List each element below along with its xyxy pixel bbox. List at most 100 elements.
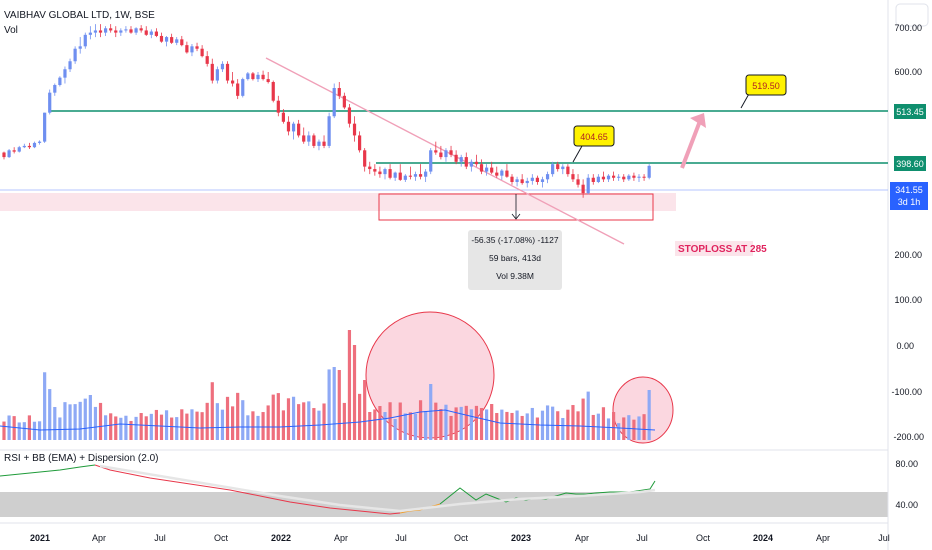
candle-body: [2, 152, 6, 158]
candle-body: [520, 179, 524, 184]
volume-bar: [368, 412, 372, 440]
candle-body: [251, 73, 255, 80]
candle-body: [98, 30, 103, 33]
candle-body: [83, 34, 87, 47]
volume-bar: [134, 416, 138, 440]
candle-body: [114, 30, 118, 33]
candle-body: [510, 176, 514, 182]
candle-body: [175, 39, 179, 43]
level-tag-upper[interactable]: [894, 104, 926, 119]
time-tick: Oct: [696, 533, 711, 543]
candle-body: [378, 171, 382, 175]
volume-bar: [297, 404, 301, 440]
candle-body: [551, 164, 555, 175]
callout-label-1: 404.65: [580, 132, 608, 142]
volume-bar: [535, 417, 539, 440]
candle-body: [291, 123, 296, 132]
candle-body: [63, 69, 67, 78]
volume-bar: [474, 405, 479, 440]
candle-body: [485, 167, 489, 172]
candle-body: [434, 150, 438, 153]
volume-bar: [322, 403, 326, 440]
candle-body: [388, 169, 392, 178]
time-tick: Jul: [878, 533, 890, 543]
volume-bar: [286, 398, 291, 440]
candle-body: [444, 150, 448, 158]
volume-bar: [139, 413, 143, 440]
volume-bar: [327, 369, 331, 440]
candle-body: [601, 176, 606, 180]
volume-bar: [149, 413, 153, 440]
candle-body: [647, 165, 651, 178]
volume-bar: [291, 396, 296, 440]
volume-bar: [302, 402, 306, 440]
candle-body: [373, 169, 377, 172]
volume-bar: [261, 412, 265, 440]
candle-body: [144, 30, 148, 35]
volume-bar: [464, 405, 468, 440]
volume-bar: [37, 421, 42, 440]
time-tick: Jul: [636, 533, 648, 543]
volume-bar: [561, 418, 565, 440]
candle-body: [281, 112, 285, 122]
volume-bar: [88, 395, 92, 440]
candle-body: [596, 176, 600, 182]
candle-body: [256, 74, 260, 80]
volume-bar: [236, 392, 240, 440]
last-price-tag[interactable]: [890, 182, 928, 210]
candle-body: [266, 79, 270, 83]
candle-body: [104, 28, 108, 33]
volume-bar: [647, 390, 651, 440]
measure-tooltip: [468, 230, 562, 290]
volume-bar: [119, 417, 123, 440]
candle-body: [286, 121, 291, 132]
volume-bar: [617, 423, 621, 440]
volume-bar: [571, 405, 575, 440]
candle-body: [205, 56, 209, 64]
volume-bar: [12, 416, 16, 440]
candle-body: [68, 61, 72, 70]
candlestick-series: [2, 24, 651, 198]
volume-bar: [337, 370, 341, 440]
candle-body: [606, 175, 611, 180]
candle-body: [43, 112, 47, 142]
time-tick: Jul: [154, 533, 166, 543]
volume-bar: [78, 401, 82, 440]
rsi-bb-basis: [99, 464, 656, 513]
candle-body: [424, 171, 428, 177]
rsi-tick: 80.00: [895, 459, 918, 469]
candle-body: [449, 150, 453, 155]
candle-body: [119, 30, 123, 33]
time-tick: Apr: [334, 533, 348, 543]
volume-bar: [479, 408, 484, 440]
volume-bar: [358, 393, 362, 440]
volume-bar: [332, 367, 336, 440]
settings-button[interactable]: [895, 3, 929, 27]
volume-bar: [180, 409, 184, 440]
candle-body: [363, 150, 367, 167]
volume-bar: [312, 408, 316, 440]
candle-body: [627, 175, 631, 180]
level-tag-lower[interactable]: [894, 156, 926, 171]
candle-body: [459, 157, 463, 162]
candle-body: [78, 46, 82, 49]
candle-body: [22, 145, 26, 148]
time-tick: Oct: [454, 533, 469, 543]
measure-volume: Vol 9.38M: [496, 271, 534, 281]
candle-body: [134, 28, 138, 33]
volume-bar: [505, 411, 509, 440]
volume-bar: [627, 415, 631, 440]
last-price-label: 341.55: [895, 185, 923, 195]
volume-bar: [144, 416, 148, 440]
callout-box-2[interactable]: [745, 74, 787, 96]
candle-body: [612, 175, 616, 178]
volume-bar: [124, 415, 128, 440]
price-tick: 100.00: [894, 295, 922, 305]
callout-box-1[interactable]: [573, 125, 615, 147]
candle-body: [241, 79, 245, 96]
volume-bar: [408, 412, 412, 440]
bar-countdown-label: 3d 1h: [898, 197, 921, 207]
volume-bar: [63, 402, 67, 440]
